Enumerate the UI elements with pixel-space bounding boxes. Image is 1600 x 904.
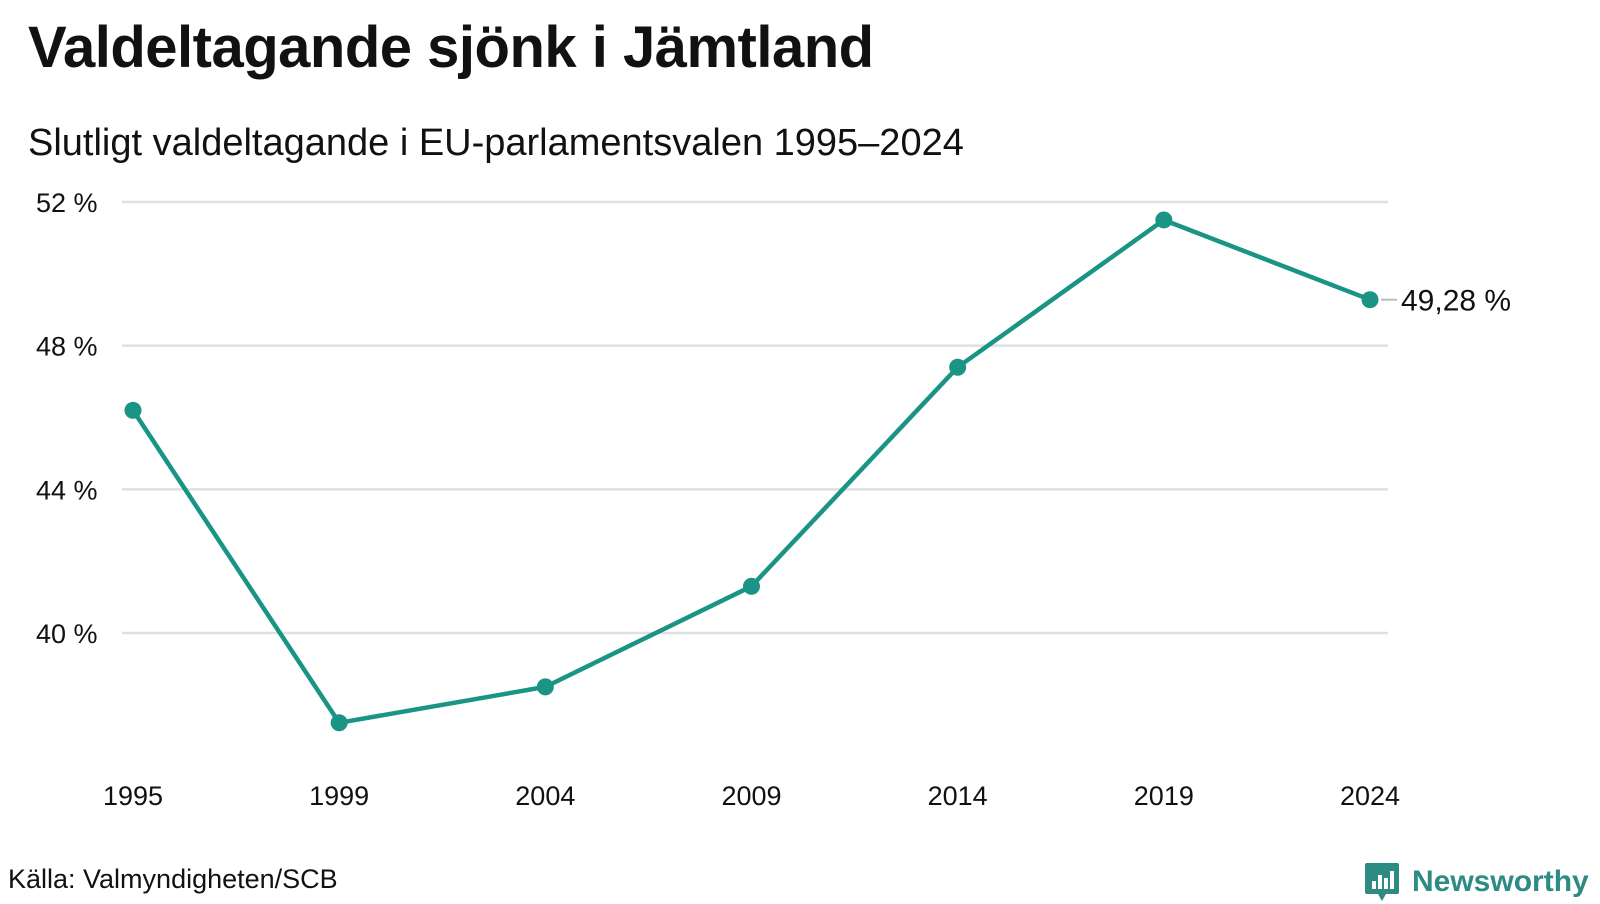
y-axis-tick-labels: 40 % 44 % 48 % 52 %: [36, 188, 98, 649]
end-value-label: 49,28 %: [1401, 285, 1511, 318]
x-tick-label-1999: 1999: [309, 781, 369, 811]
brand-logo: Newsworthy: [1364, 860, 1589, 904]
grid-lines: [122, 200, 1388, 635]
series-turnout: [124, 211, 1379, 732]
data-point-2019: [1155, 211, 1173, 229]
x-tick-label-1995: 1995: [103, 781, 163, 811]
data-point-1995: [124, 401, 142, 419]
brand-name: Newsworthy: [1412, 865, 1589, 898]
bar-chart-badge-icon: [1365, 863, 1399, 901]
data-point-2014: [949, 358, 967, 376]
data-point-1999: [330, 714, 348, 732]
x-tick-label-2009: 2009: [721, 781, 781, 811]
x-tick-label-2014: 2014: [928, 781, 988, 811]
y-tick-label-48: 48 %: [36, 332, 98, 362]
chart-subtitle: Slutligt valdeltagande i EU-parlamentsva…: [28, 122, 964, 164]
y-tick-label-40: 40 %: [36, 619, 98, 649]
data-point-2024: [1361, 291, 1379, 309]
x-tick-label-2004: 2004: [515, 781, 575, 811]
x-axis-tick-labels: 1995 1999 2004 2009 2014 2019 2024: [103, 781, 1400, 811]
y-tick-label-44: 44 %: [36, 475, 98, 505]
chart-title: Valdeltagande sjönk i Jämtland: [28, 15, 874, 80]
source-note: Källa: Valmyndigheten/SCB: [8, 864, 338, 894]
data-point-2004: [536, 678, 554, 696]
x-tick-label-2019: 2019: [1134, 781, 1194, 811]
end-label-group: 49,28 %: [1381, 285, 1511, 318]
data-point-2009: [743, 577, 760, 595]
x-tick-label-2024: 2024: [1340, 781, 1400, 811]
series-line: [130, 217, 1373, 726]
y-tick-label-52: 52 %: [36, 188, 98, 218]
